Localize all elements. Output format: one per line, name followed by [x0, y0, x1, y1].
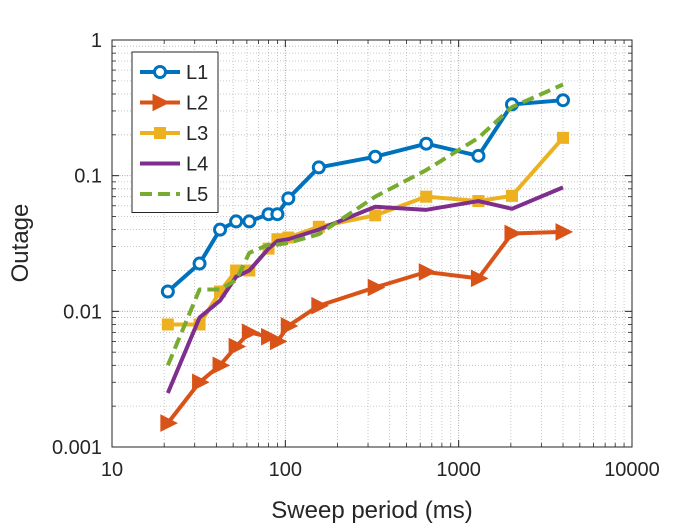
data-point-l2: [311, 296, 329, 315]
data-point-l1: [270, 207, 285, 222]
legend-entry-l4: L4: [140, 154, 208, 176]
data-point-l1: [471, 148, 486, 163]
legend-entry-l2: L2: [140, 93, 208, 115]
series-l5: [166, 82, 564, 367]
data-point-l2: [470, 269, 489, 288]
legend-label-l3: L3: [186, 123, 208, 145]
series-layer: [160, 82, 574, 432]
data-point-l1: [213, 222, 228, 237]
axes-box: [111, 39, 633, 448]
x-tick-label: 10000: [604, 459, 660, 481]
data-point-l2: [212, 356, 231, 375]
y-axis-label: Outage: [7, 204, 34, 283]
legend-label-l2: L2: [186, 93, 208, 115]
data-point-l1: [242, 214, 257, 229]
legend-marker-l1: [153, 65, 167, 79]
data-point-l2: [555, 223, 574, 241]
legend-label-l4: L4: [186, 154, 208, 176]
series-l4: [166, 185, 564, 394]
data-point-l2: [280, 317, 299, 335]
legend-entry-l1: L1: [140, 62, 208, 84]
series-l1: [160, 93, 571, 299]
data-point-l3: [161, 318, 174, 331]
data-point-l3: [505, 189, 518, 202]
series-line-l4: [166, 185, 564, 394]
legend-marker-l3: [154, 127, 166, 139]
minor-grid: [112, 40, 632, 447]
legend-entry-l3: L3: [140, 123, 208, 145]
data-point-l2: [269, 332, 288, 351]
data-point-l3: [369, 209, 382, 222]
x-tick-label: 1000: [436, 459, 481, 481]
data-point-l2: [367, 278, 386, 297]
legend-entry-l5: L5: [140, 184, 208, 206]
data-point-l2: [192, 373, 210, 392]
data-point-l1: [419, 136, 434, 151]
x-tick-label: 10: [101, 459, 123, 481]
y-tick-label: 0.01: [63, 301, 102, 323]
data-point-l3: [557, 131, 570, 144]
data-point-l2: [228, 337, 247, 356]
legend-label-l1: L1: [186, 62, 208, 84]
tick-labels: 10 100 1000 10000 0.001 0.01 0.1 1: [52, 30, 660, 481]
series-l2: [160, 223, 574, 432]
data-point-l2: [241, 323, 260, 342]
data-point-l3: [420, 190, 433, 203]
data-point-l2: [261, 327, 279, 346]
y-tick-label: 0.1: [74, 166, 102, 188]
data-point-l2: [418, 263, 437, 281]
data-point-l1: [160, 284, 175, 299]
data-point-l1: [311, 160, 326, 175]
data-point-l2: [160, 414, 178, 432]
x-tick-label: 100: [269, 459, 302, 481]
y-tick-label: 1: [91, 30, 102, 52]
data-point-l2: [504, 224, 523, 243]
legend: L1 L2 L3 L4 L5: [131, 51, 219, 213]
data-point-l1: [368, 149, 383, 164]
x-axis-label: Sweep period (ms): [271, 497, 472, 524]
data-point-l1: [556, 93, 571, 108]
axes-layer: [111, 39, 633, 448]
data-point-l1: [281, 191, 296, 206]
data-point-l1: [229, 214, 244, 229]
legend-label-l5: L5: [186, 184, 208, 206]
series-line-l5: [166, 82, 564, 367]
y-tick-label: 0.001: [52, 437, 102, 459]
data-point-l1: [192, 256, 207, 271]
legend-marker-l2: [152, 93, 171, 112]
